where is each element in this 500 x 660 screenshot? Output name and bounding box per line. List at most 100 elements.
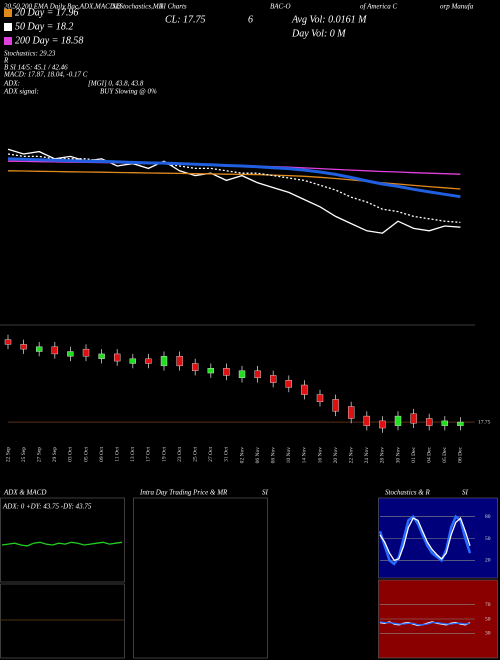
candle-body	[223, 368, 230, 376]
candle-body	[207, 368, 215, 374]
macd: MACD: 17.87, 18.04, -0.17 C	[3, 71, 88, 79]
candle-body	[441, 420, 448, 426]
x-tick-label: 08 Nov	[270, 447, 276, 464]
avg-volume: Avg Vol: 0.0161 M	[291, 14, 367, 25]
candle-body	[176, 356, 183, 367]
header-part: SI Charts	[160, 3, 187, 11]
legend-label: 20 Day = 17.96	[15, 7, 78, 18]
x-tick-label: 27 Sep	[36, 447, 42, 462]
candle-body	[238, 370, 246, 379]
x-tick-label: 11 Oct	[114, 447, 120, 462]
candle-body	[113, 353, 121, 362]
candle-body	[160, 356, 168, 367]
close-price: CL: 17.75	[165, 14, 206, 25]
series-line	[378, 514, 472, 566]
candle-body	[394, 415, 402, 426]
x-tick-label: 06 Dec	[458, 446, 464, 462]
x-tick-label: 02 Nov	[239, 447, 245, 464]
series-line	[1, 541, 123, 547]
candle-body	[145, 358, 152, 364]
panel-title: ADX & MACD	[3, 489, 46, 497]
x-tick-label: 25 Oct	[192, 447, 198, 462]
x-tick-label: 01 Dec	[411, 446, 417, 462]
series-line	[379, 621, 471, 626]
x-tick-label: 05 Dec	[442, 446, 448, 462]
x-tick-label: 20 Nov	[333, 447, 339, 464]
candle-body	[363, 415, 370, 426]
x-tick-label: 27 Oct	[208, 447, 214, 462]
candle-body	[254, 370, 261, 379]
candle-body	[129, 358, 137, 364]
x-tick-label: 30 Nov	[395, 447, 401, 464]
r-label: R	[3, 57, 9, 65]
x-tick-label: 25 Sep	[21, 447, 27, 462]
candle-body	[36, 346, 43, 352]
candle-body	[348, 406, 355, 419]
candle-body	[285, 380, 292, 388]
candle-body	[98, 353, 105, 359]
adx-readout: ADX: 0 +DY: 43.75 -DY: 43.75	[2, 503, 92, 511]
y-tick-label: 50	[485, 616, 491, 622]
x-tick-label: 22 Sep	[5, 447, 11, 462]
series-line	[7, 153, 461, 224]
legend-swatch	[4, 9, 12, 17]
x-tick-label: 28 Nov	[380, 447, 386, 464]
day-volume: Day Vol: 0 M	[291, 28, 346, 39]
y-tick-label: 50	[485, 536, 491, 542]
adx-values: [MGI] 0, 43.8, 43.8	[88, 80, 144, 88]
candle-body	[270, 375, 277, 383]
header-part: of America C	[360, 3, 398, 11]
y-tick-label: 30	[485, 631, 491, 637]
header-part: 20,50,200 EMA Daily Bac,ADX,MACD,B	[4, 3, 122, 11]
candle-body	[301, 384, 308, 395]
x-tick-label: 14 Nov	[302, 447, 308, 464]
macd-panel	[0, 583, 125, 659]
legend-swatch	[4, 23, 12, 31]
adx: ADX:	[3, 80, 20, 88]
panel-title: SI	[462, 489, 469, 497]
stochastics: Stochastics: 29.23	[4, 50, 56, 58]
x-tick-label: 24 Nov	[364, 447, 370, 464]
stoch-panel	[378, 497, 498, 579]
legend-label: 50 Day = 18.2	[15, 21, 73, 32]
adx-panel	[0, 497, 125, 583]
candle-body	[191, 363, 199, 371]
x-tick-label: 03 Oct	[68, 447, 74, 462]
x-tick-label: 09 Oct	[99, 447, 105, 462]
rsi: B SI 14/5: 45.1 / 42.46	[4, 64, 68, 72]
candle-body	[379, 420, 386, 429]
mark: 6	[248, 14, 253, 25]
x-tick-label: 31 Oct	[224, 447, 230, 462]
header-part: orp Manufa	[440, 3, 474, 11]
candle-body	[426, 418, 433, 426]
header-part: SI,Stochastics,MR	[112, 3, 164, 11]
candle-body	[67, 351, 74, 357]
candle-body	[316, 394, 324, 402]
x-tick-label: 04 Dec	[426, 446, 432, 462]
series-line	[379, 516, 471, 562]
y-tick-label: 20	[485, 558, 491, 564]
x-tick-label: 06 Nov	[255, 447, 261, 464]
x-tick-label: 22 Nov	[348, 447, 354, 464]
candle-body	[51, 346, 58, 355]
candle-body	[332, 399, 339, 412]
header-part: BAC-O	[270, 3, 291, 11]
candle-body	[20, 344, 27, 350]
panel-title: SI	[262, 489, 269, 497]
x-tick-label: 17 Oct	[146, 447, 152, 462]
intraday-panel	[133, 497, 268, 659]
adx-signal: ADX signal:	[3, 88, 39, 96]
candle-body	[457, 421, 464, 426]
x-tick-label: 29 Sep	[52, 447, 58, 462]
series-line	[7, 157, 461, 199]
adx-signal-value: BUY Slowing @ 0%	[100, 88, 157, 96]
candle-body	[410, 413, 417, 424]
y-tick-label: 17.75	[478, 419, 491, 425]
x-tick-label: 23 Oct	[177, 447, 183, 462]
panel-title: Intra Day Trading Price & MR	[139, 489, 228, 497]
x-tick-label: 19 Oct	[161, 447, 167, 462]
legend-swatch	[4, 37, 12, 45]
legend-label: 200 Day = 18.58	[15, 35, 83, 46]
x-tick-label: 10 Nov	[286, 447, 292, 464]
